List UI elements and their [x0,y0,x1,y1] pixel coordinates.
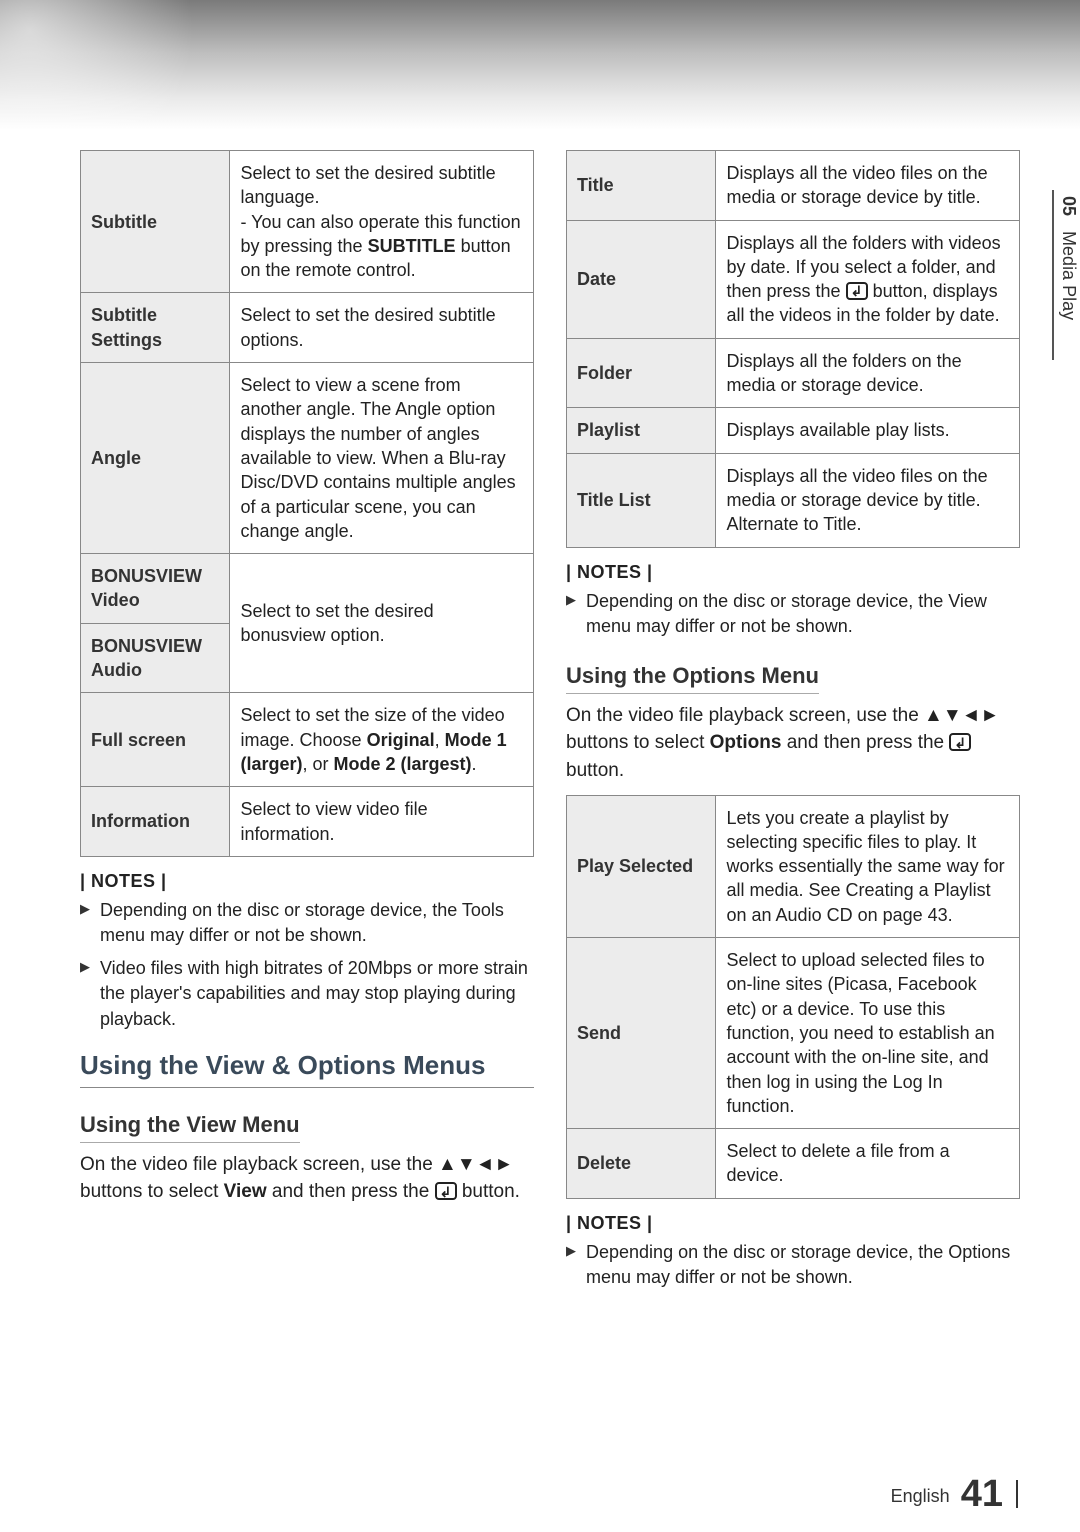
row-desc: Displays all the video files on the medi… [716,151,1020,221]
chapter-number: 05 [1059,196,1079,216]
row-desc: Select to view video file information. [230,787,534,857]
row-desc: Select to set the desired bonusview opti… [230,554,534,693]
row-header: Title List [567,453,716,547]
row-desc: Lets you create a playlist by selecting … [716,795,1020,937]
enter-icon [949,733,971,751]
notes-list: Depending on the disc or storage device,… [80,898,534,1032]
row-header: Angle [81,363,230,554]
enter-icon [435,1182,457,1200]
subsection-heading: Using the Options Menu [566,663,819,694]
row-header: Folder [567,338,716,408]
row-desc: Select to set the desired subtitle langu… [230,151,534,293]
chapter-label: Media Play [1059,231,1079,320]
tools-table: SubtitleSelect to set the desired subtit… [80,150,534,857]
row-header: Delete [567,1129,716,1199]
note-item: Depending on the disc or storage device,… [566,589,1020,639]
note-item: Video files with high bitrates of 20Mbps… [80,956,534,1032]
footer-language: English [891,1486,950,1506]
chapter-tab: 05 Media Play [1052,190,1080,360]
note-item: Depending on the disc or storage device,… [80,898,534,948]
row-header: BONUSVIEWVideo [81,554,230,624]
left-column: SubtitleSelect to set the desired subtit… [80,150,534,1492]
enter-icon [846,282,868,300]
row-desc: Select to delete a file from a device. [716,1129,1020,1199]
view-table: TitleDisplays all the video files on the… [566,150,1020,548]
body-text: On the video file playback screen, use t… [80,1151,534,1206]
row-desc: Select to view a scene from another angl… [230,363,534,554]
row-desc: Displays all the folders on the media or… [716,338,1020,408]
row-desc: Select to set the desired subtitle optio… [230,293,534,363]
row-desc: Displays available play lists. [716,408,1020,453]
row-header: Full screen [81,693,230,787]
body-text: On the video file playback screen, use t… [566,702,1020,785]
row-header: Date [567,220,716,338]
options-table: Play SelectedLets you create a playlist … [566,795,1020,1199]
notes-list: Depending on the disc or storage device,… [566,1240,1020,1290]
row-desc: Select to upload selected files to on-li… [716,938,1020,1129]
page-content: SubtitleSelect to set the desired subtit… [80,150,1020,1492]
row-header: SubtitleSettings [81,293,230,363]
right-column: TitleDisplays all the video files on the… [566,150,1020,1492]
row-header: Send [567,938,716,1129]
section-heading: Using the View & Options Menus [80,1050,534,1088]
row-desc: Displays all the video files on the medi… [716,453,1020,547]
top-gradient [0,0,1080,130]
notes-heading: | NOTES | [566,562,1020,583]
page-footer: English 41 [891,1473,1018,1516]
row-header: Information [81,787,230,857]
row-header: Title [567,151,716,221]
row-header: BONUSVIEWAudio [81,623,230,693]
row-header: Subtitle [81,151,230,293]
note-item: Depending on the disc or storage device,… [566,1240,1020,1290]
row-header: Playlist [567,408,716,453]
row-desc: Select to set the size of the video imag… [230,693,534,787]
row-desc: Displays all the folders with videos by … [716,220,1020,338]
footer-bar-icon [1016,1480,1018,1508]
row-header: Play Selected [567,795,716,937]
subsection-heading: Using the View Menu [80,1112,300,1143]
notes-list: Depending on the disc or storage device,… [566,589,1020,639]
notes-heading: | NOTES | [80,871,534,892]
footer-page-number: 41 [961,1473,1003,1515]
notes-heading: | NOTES | [566,1213,1020,1234]
